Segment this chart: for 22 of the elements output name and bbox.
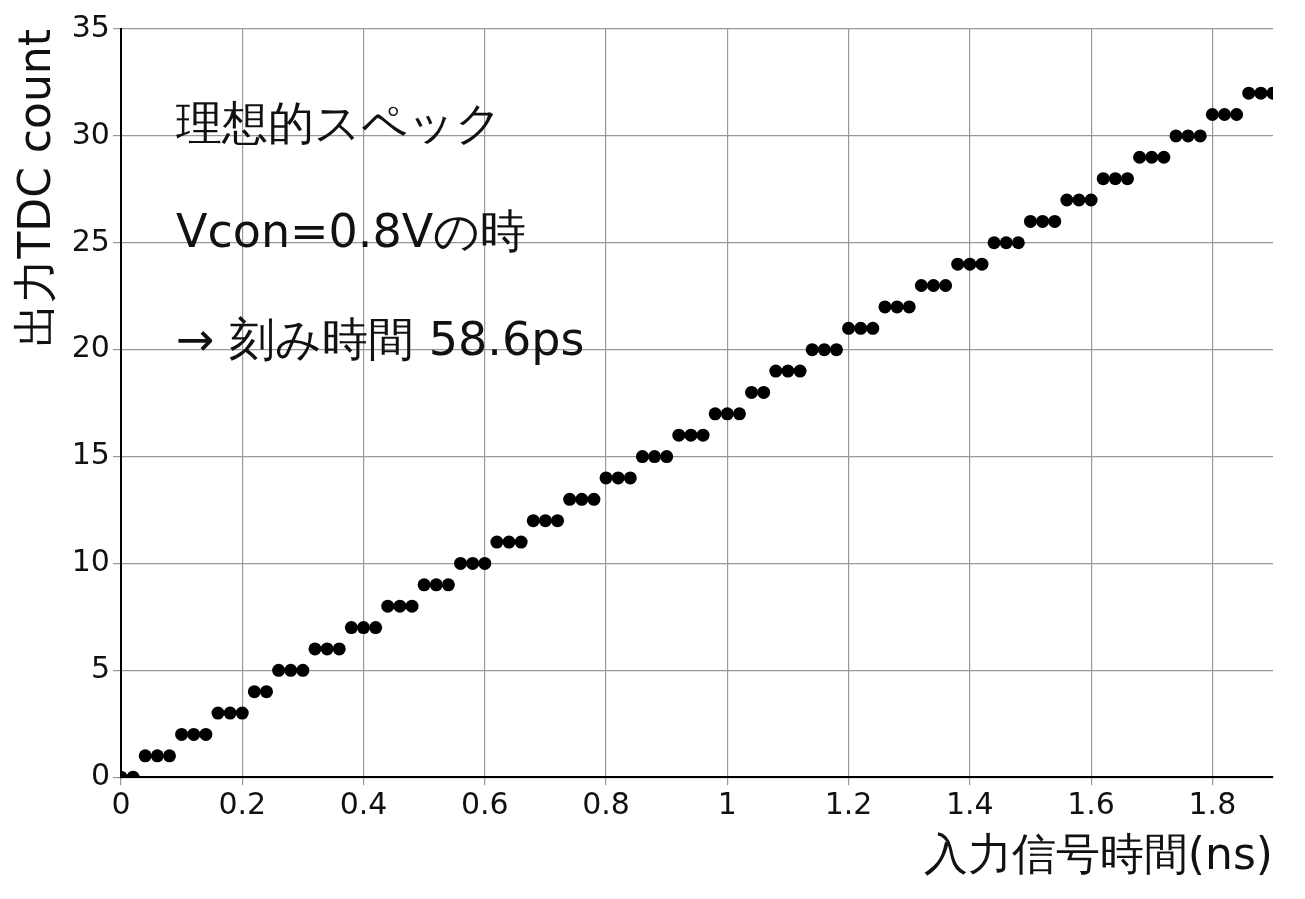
x-tick-label: 0.8: [582, 786, 630, 821]
y-tick-label: 10: [71, 543, 110, 579]
y-tick-label: 5: [90, 650, 110, 686]
x-tick-label: 1: [717, 786, 737, 821]
y-tick-label: 30: [71, 115, 110, 151]
x-axis-title: 入力信号時間(ns): [923, 828, 1273, 880]
y-tick-label: 15: [71, 436, 110, 472]
y-tick-label: 20: [71, 329, 110, 365]
y-axis-title: 出力TDC count: [8, 29, 60, 347]
annotation: → 刻み時間 58.6ps: [175, 312, 585, 366]
x-tick-label: 0.6: [460, 786, 509, 821]
annotation: 理想的スペック: [175, 96, 502, 150]
x-tick-label: 0.2: [218, 786, 267, 821]
x-tick-label: 1.6: [1067, 786, 1115, 821]
x-tick-label: 1.4: [945, 786, 994, 821]
y-tick-label: 0: [90, 757, 110, 792]
x-tick-label: 0.4: [339, 786, 388, 821]
x-tick-label: 1.8: [1188, 786, 1237, 821]
x-tick-label: 1.2: [824, 786, 873, 821]
y-tick-label: 25: [71, 222, 110, 258]
y-tick-label: 35: [71, 8, 110, 44]
annotation: Vcon=0.8Vの時: [175, 204, 527, 258]
